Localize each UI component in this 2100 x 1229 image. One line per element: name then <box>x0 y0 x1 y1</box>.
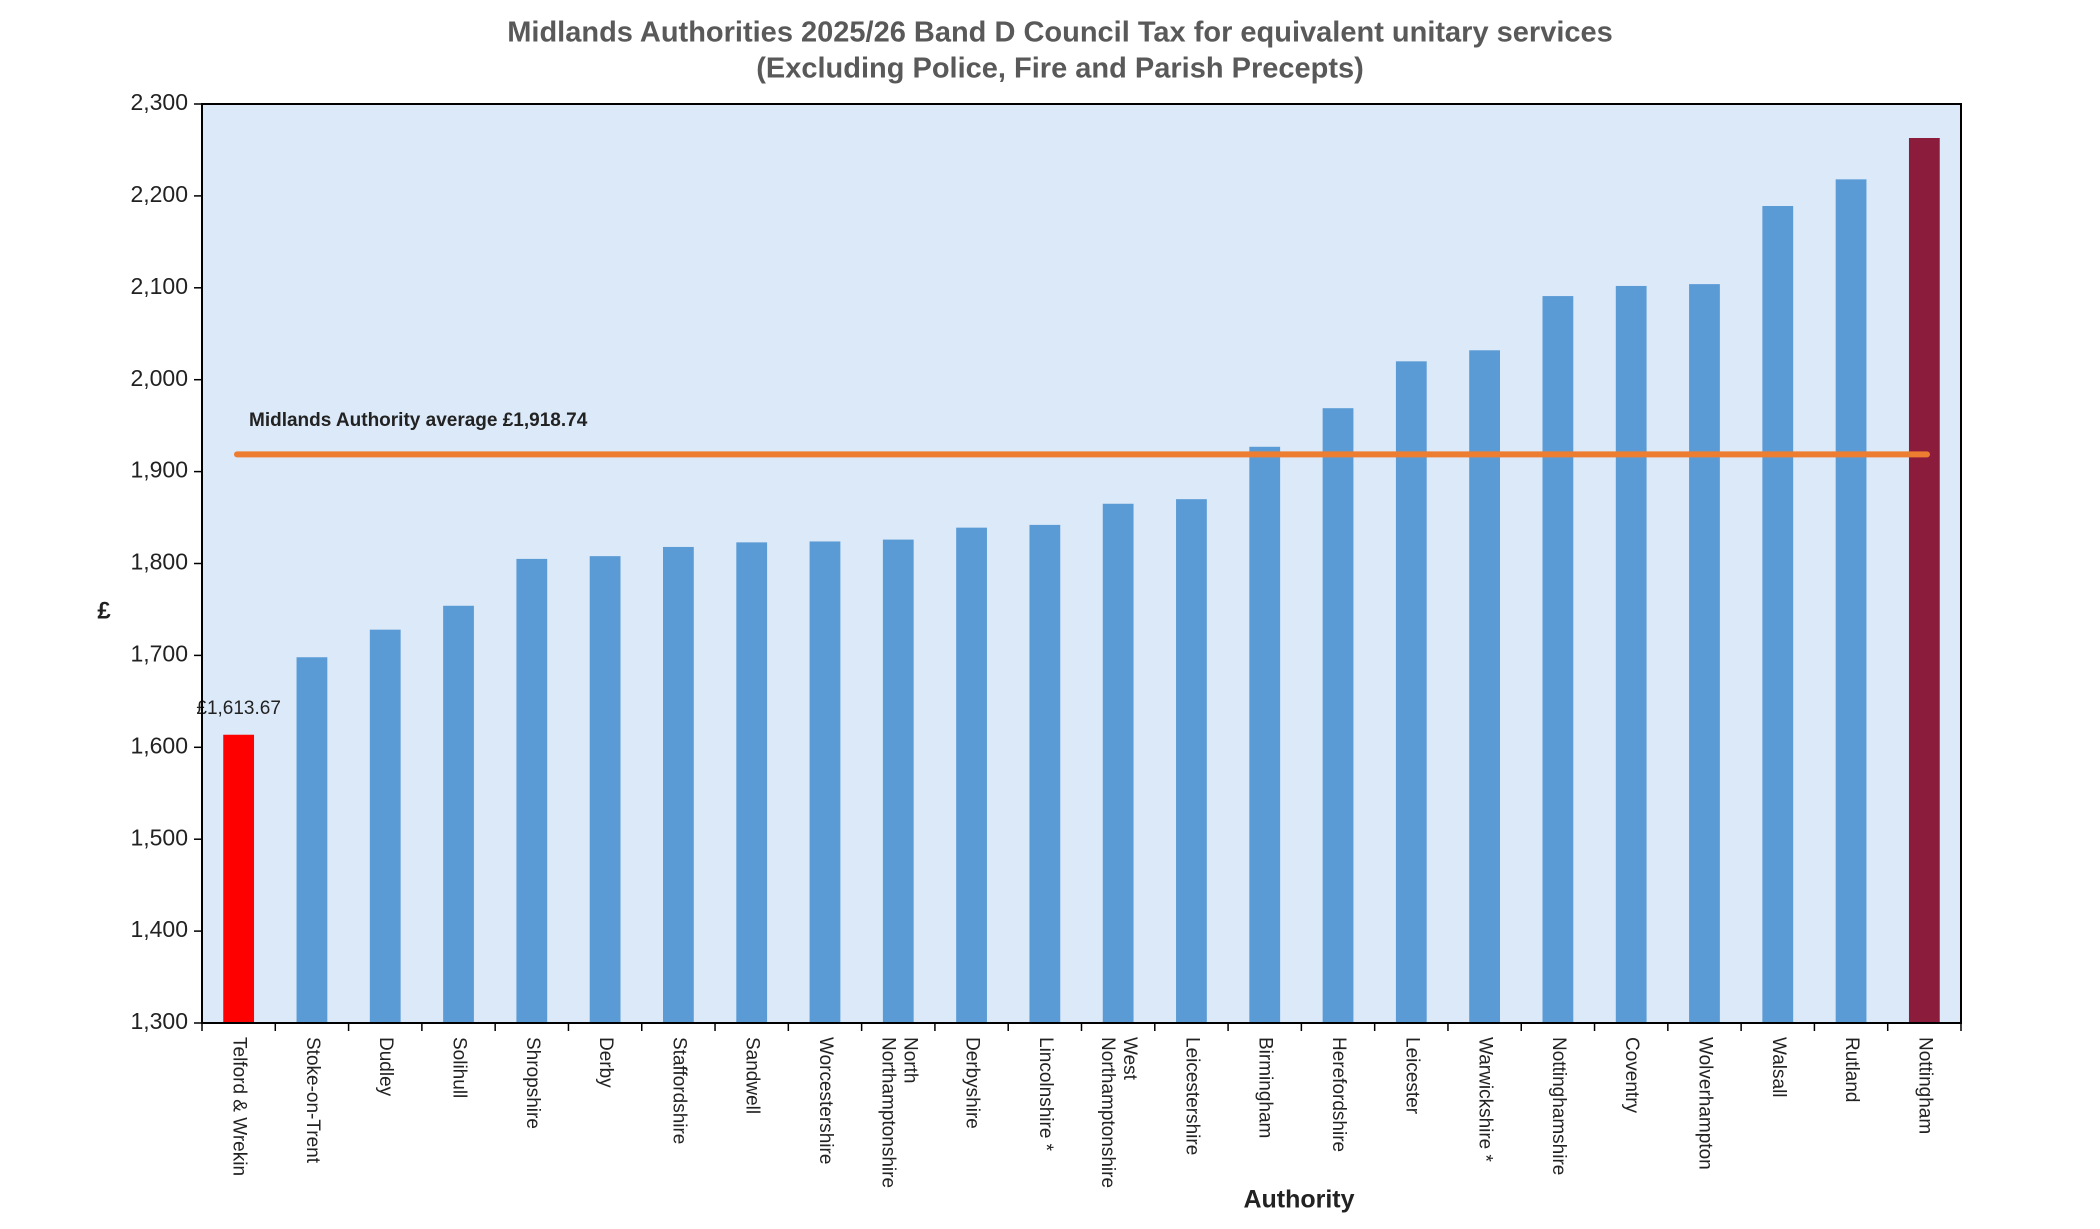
x-tick-label: Stoke-on-Trent <box>302 1037 323 1164</box>
y-axis-label: £ <box>97 597 111 624</box>
x-tick-label: Coventry <box>1621 1037 1642 1114</box>
x-axis-label: Authority <box>1243 1186 1354 1214</box>
bar <box>1615 285 1647 1023</box>
bar <box>1542 296 1574 1023</box>
x-tick-label: Telford & Wrekin <box>229 1037 250 1176</box>
x-tick-label: Leicester <box>1401 1037 1422 1115</box>
bar <box>1762 206 1794 1023</box>
bar <box>223 734 255 1023</box>
x-tick-label: Walsall <box>1768 1037 1789 1098</box>
y-tick-label: 1,800 <box>130 549 188 575</box>
x-tick-label: Derby <box>595 1037 616 1088</box>
bar <box>882 539 914 1023</box>
x-tick-label: Birmingham <box>1255 1037 1276 1138</box>
y-tick-label: 2,200 <box>130 181 188 207</box>
x-tick-label: Staffordshire <box>668 1037 689 1144</box>
x-tick-label: Leicestershire <box>1181 1037 1202 1155</box>
bar <box>1176 499 1207 1023</box>
data-label: £1,613.67 <box>196 698 281 719</box>
bar <box>443 605 474 1023</box>
y-tick-label: 1,900 <box>130 457 188 483</box>
x-tick-label: Solihull <box>449 1037 470 1098</box>
bar <box>1249 446 1281 1023</box>
x-tick-label: Lincolnshire * <box>1035 1037 1056 1152</box>
bar <box>1395 361 1427 1023</box>
chart-subtitle: (Excluding Police, Fire and Parish Prece… <box>756 53 1364 85</box>
x-tick-label: Herefordshire <box>1328 1037 1349 1152</box>
bar <box>589 556 621 1023</box>
bar <box>1835 179 1867 1023</box>
x-tick-label: Wolverhampton <box>1694 1037 1715 1170</box>
bar <box>1689 284 1720 1023</box>
bar <box>1029 524 1061 1023</box>
x-tick-label: WestNorthamptonshire <box>1097 1037 1140 1188</box>
x-tick-label: Nottinghamshire <box>1548 1037 1569 1175</box>
bar <box>369 629 401 1023</box>
x-tick-label: Warwickshire * <box>1475 1037 1496 1163</box>
x-tick-label: Sandwell <box>742 1037 763 1114</box>
bar <box>663 546 694 1023</box>
bar <box>296 657 328 1023</box>
y-tick-label: 2,100 <box>130 273 188 299</box>
average-label: Midlands Authority average £1,918.74 <box>249 410 588 431</box>
y-tick-label: 1,400 <box>130 916 188 942</box>
plot-background <box>202 104 1961 1023</box>
y-tick-label: 1,700 <box>130 640 188 666</box>
bar <box>809 541 841 1023</box>
y-tick-label: 1,500 <box>130 824 188 850</box>
bar <box>1322 408 1354 1024</box>
bar <box>1469 350 1500 1023</box>
x-tick-label: Derbyshire <box>962 1037 983 1129</box>
y-tick-label: 2,300 <box>130 89 188 115</box>
bar <box>516 558 548 1023</box>
y-tick-label: 1,300 <box>130 1008 188 1034</box>
plot-frame <box>201 103 1962 1024</box>
x-tick-label: Dudley <box>375 1037 396 1097</box>
y-tick-label: 2,000 <box>130 365 188 391</box>
bar <box>1908 138 1940 1024</box>
x-tick-label: Nottingham <box>1914 1037 1935 1134</box>
y-tick-label: 1,600 <box>130 732 188 758</box>
bar <box>1102 503 1134 1023</box>
bar <box>956 527 987 1023</box>
x-tick-label: Worcestershire <box>815 1037 836 1164</box>
x-tick-label: Rutland <box>1841 1037 1862 1103</box>
x-tick-label: NorthNorthamptonshire <box>877 1037 920 1188</box>
x-tick-label: Shropshire <box>522 1037 543 1129</box>
chart-title: Midlands Authorities 2025/26 Band D Coun… <box>507 17 1613 49</box>
bar <box>736 542 768 1023</box>
